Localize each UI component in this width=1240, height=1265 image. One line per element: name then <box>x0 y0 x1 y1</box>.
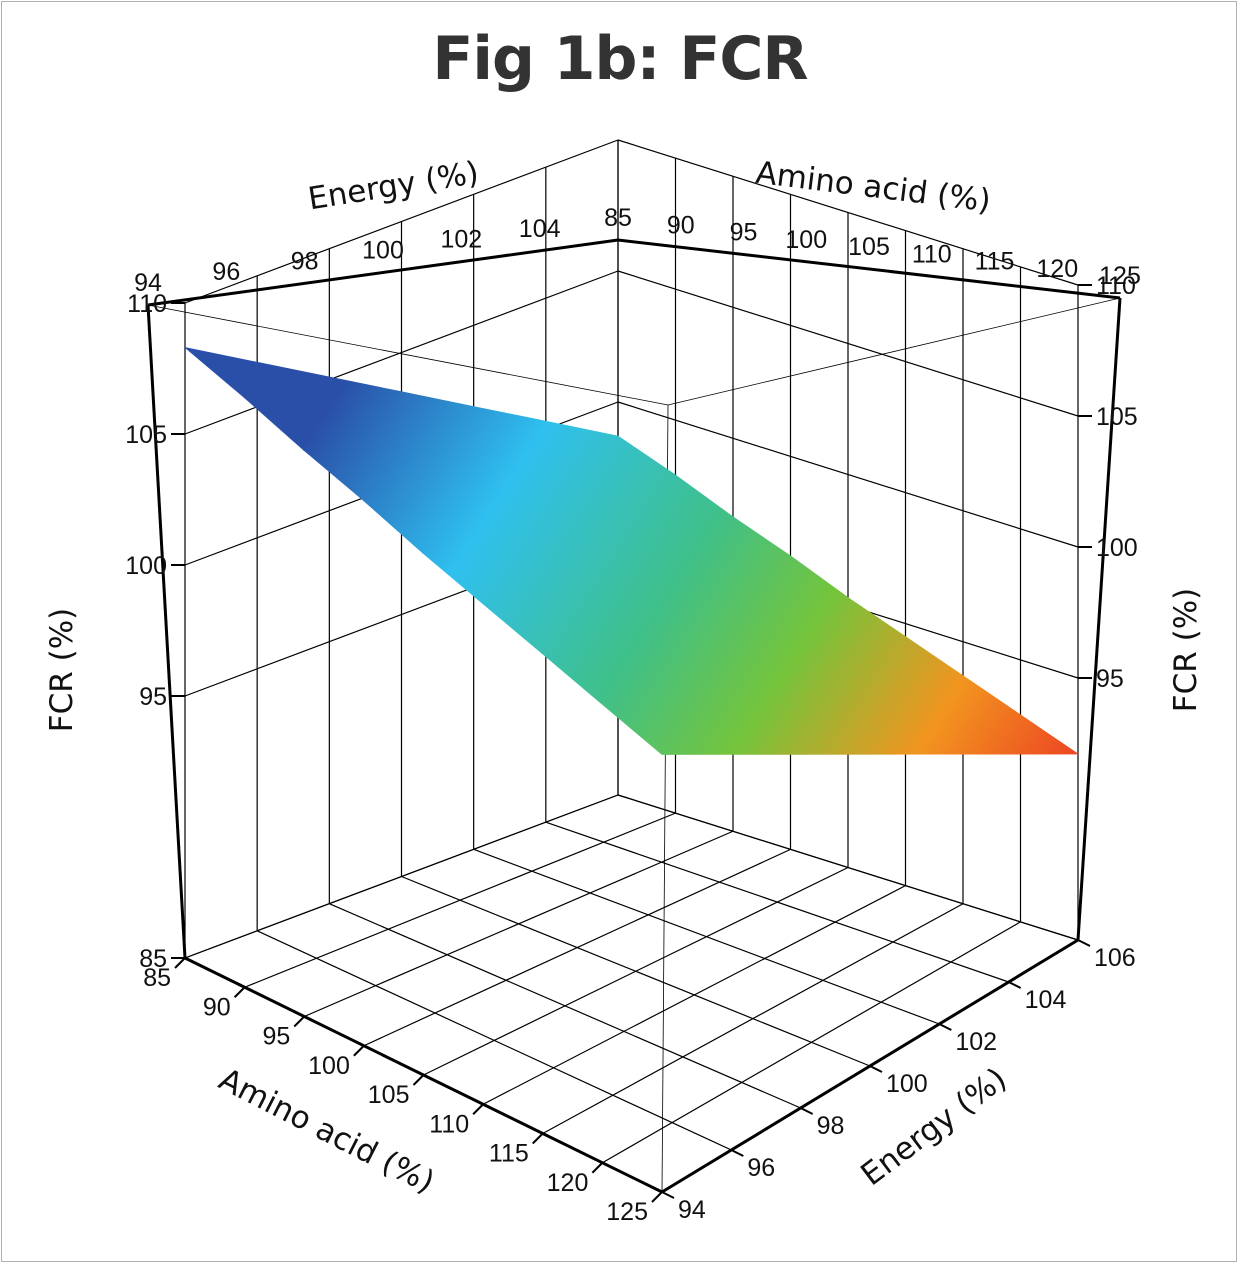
energy-bottom-tick-96: 96 <box>747 1154 775 1182</box>
amino-bottom-tick-120: 120 <box>547 1169 589 1197</box>
floor-grid-energy-102 <box>473 848 940 1025</box>
fcr-right-tick-110: 110 <box>1096 272 1136 300</box>
amino-bottom-tick-mark <box>353 1045 365 1057</box>
energy-bottom-tick-98: 98 <box>817 1112 845 1140</box>
amino-bottom-tick-mark <box>532 1132 544 1145</box>
amino-top-tick-110: 110 <box>912 240 952 268</box>
box-edge-right <box>1076 297 1122 941</box>
amino-bottom-tick-125: 125 <box>606 1198 648 1226</box>
amino-bottom-tick-110: 110 <box>429 1110 469 1138</box>
wall-left-horizontal-110 <box>184 139 619 304</box>
box-edge-top-right <box>617 238 1121 300</box>
amino-bottom-tick-mark <box>174 957 186 969</box>
floor-grid-energy-100 <box>401 875 871 1067</box>
energy-top-tick-104: 104 <box>519 215 561 243</box>
amino-bottom-tick-mark <box>651 1191 663 1203</box>
fcr-right-tick-100: 100 <box>1096 534 1138 562</box>
wall-right-horizontal-110 <box>617 139 1079 286</box>
wall-right-horizontal-100 <box>617 401 1079 548</box>
amino-bottom-tick-mark <box>233 986 246 998</box>
energy-bottom-tick-mark <box>1008 981 1022 989</box>
amino-bottom-tick-95: 95 <box>262 1023 290 1051</box>
floor-grid-energy-98 <box>329 903 801 1109</box>
energy-bottom-tick-mark <box>800 1107 814 1115</box>
amino-bottom-tick-mark <box>412 1074 425 1086</box>
box-edge-top-left <box>147 238 619 307</box>
tick-labels: 8595100105110951001051108590951001051101… <box>125 204 1141 1226</box>
amino-top-tick-105: 105 <box>848 233 890 261</box>
chart-title: Fig 1b: FCR <box>432 24 808 94</box>
energy-axis-label-bottom: Energy (%) <box>854 1061 1013 1193</box>
energy-bottom-tick-mark <box>869 1065 883 1073</box>
energy-bottom-tick-mark <box>1077 939 1091 947</box>
amino-top-tick-125: 125 <box>1099 262 1141 290</box>
energy-bottom-tick-94: 94 <box>678 1196 706 1224</box>
wall-right-horizontal-85 <box>617 794 1079 941</box>
amino-top-tick-120: 120 <box>1036 255 1078 283</box>
amino-bottom-tick-mark <box>293 1015 305 1028</box>
energy-top-tick-102: 102 <box>440 226 482 254</box>
fcr-left-tick-105: 105 <box>125 421 167 449</box>
energy-bottom-tick-mark <box>938 1023 952 1031</box>
fcr-left-tick-110: 110 <box>127 290 167 318</box>
floor-grid-energy-104 <box>545 821 1009 983</box>
surface-patch <box>949 712 1080 755</box>
amino-bottom-tick-115: 115 <box>489 1140 529 1168</box>
fcr-left-tick-85: 85 <box>139 945 167 973</box>
wall-left-horizontal-85 <box>184 794 619 959</box>
energy-axis-label-top: Energy (%) <box>306 155 482 217</box>
fcr-right-tick-95: 95 <box>1096 665 1124 693</box>
amino-bottom-tick-mark <box>591 1162 604 1174</box>
amino-top-tick-95: 95 <box>730 219 758 247</box>
energy-bottom-tick-102: 102 <box>955 1028 997 1056</box>
energy-bottom-tick-100: 100 <box>886 1070 928 1098</box>
energy-bottom-tick-mark <box>730 1149 744 1157</box>
amino-top-tick-100: 100 <box>785 226 827 254</box>
fcr-right-tick-105: 105 <box>1096 403 1138 431</box>
fcr-axis-label-left: FCR (%) <box>44 608 80 733</box>
amino-bottom-tick-90: 90 <box>203 993 231 1021</box>
energy-bottom-tick-106: 106 <box>1094 944 1136 972</box>
wall-right-horizontal-105 <box>617 270 1079 417</box>
energy-top-tick-98: 98 <box>291 247 319 275</box>
fcr-left-tick-95: 95 <box>139 683 167 711</box>
amino-bottom-tick-100: 100 <box>308 1052 350 1080</box>
energy-bottom-tick-104: 104 <box>1025 986 1067 1014</box>
energy-top-tick-96: 96 <box>212 258 240 286</box>
fcr-surface <box>184 347 1080 755</box>
floor-grid-energy-96 <box>256 930 732 1151</box>
amino-top-tick-85: 85 <box>604 204 632 232</box>
energy-top-tick-94: 94 <box>134 269 162 297</box>
amino-bottom-tick-105: 105 <box>368 1081 410 1109</box>
amino-bottom-tick-85: 85 <box>143 964 171 992</box>
energy-top-tick-100: 100 <box>362 237 404 265</box>
energy-bottom-tick-mark <box>661 1191 675 1199</box>
amino-bottom-tick-mark <box>472 1103 484 1115</box>
fcr-axis-label-right: FCR (%) <box>1168 588 1204 713</box>
box-edge-left <box>146 304 187 959</box>
amino-top-tick-90: 90 <box>667 211 695 239</box>
amino-top-tick-115: 115 <box>975 248 1015 276</box>
amino-acid-axis-label-top: Amino acid (%) <box>754 155 993 220</box>
fcr-left-tick-100: 100 <box>125 552 167 580</box>
